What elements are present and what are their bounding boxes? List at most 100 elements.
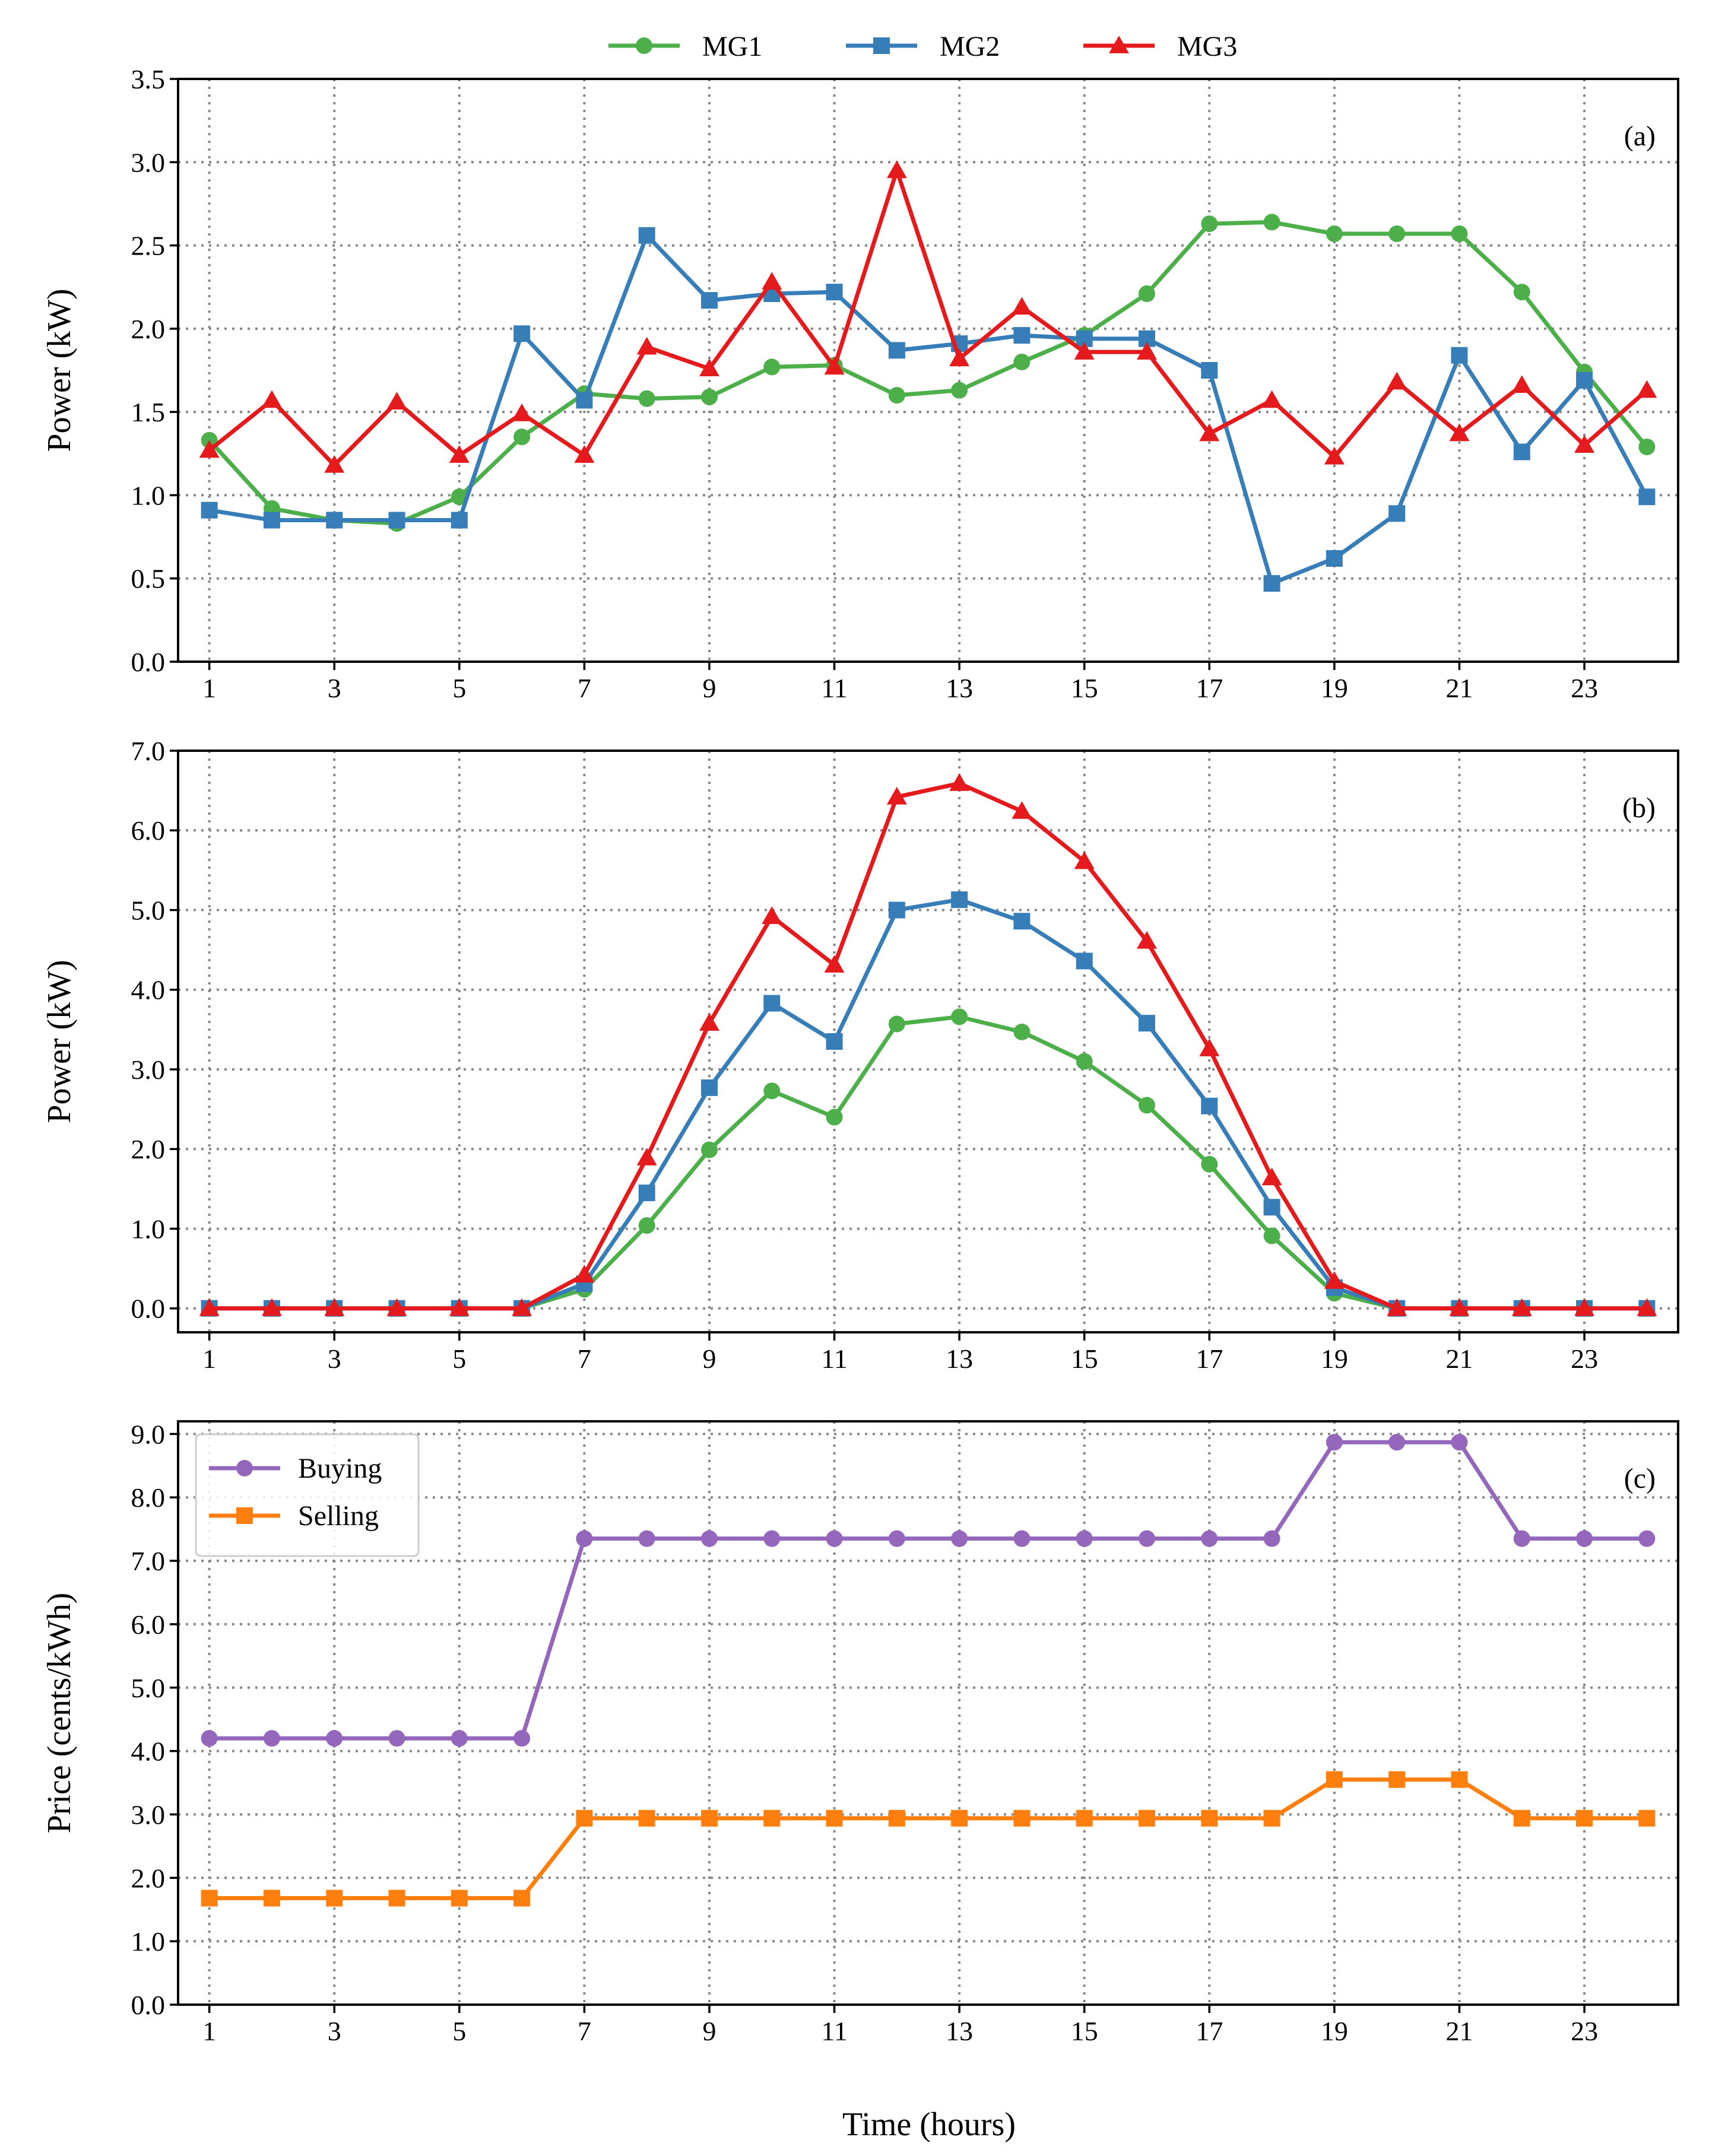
data-point-mg2: [1139, 1015, 1156, 1032]
series-line-buying: [209, 1440, 1647, 1741]
top-legend-label-mg2: MG2: [940, 31, 1000, 62]
data-point-mg1: [513, 428, 531, 446]
top-legend-label-mg1: MG1: [702, 31, 762, 62]
data-point-selling: [388, 1890, 405, 1907]
data-point-mg1: [1013, 1023, 1031, 1040]
data-point-buying: [326, 1730, 343, 1747]
data-point-mg2: [451, 512, 468, 529]
x-tick-label: 21: [1445, 2016, 1473, 2046]
legend-marker-selling: [236, 1507, 253, 1524]
y-tick-label: 7.0: [131, 736, 166, 766]
data-point-mg2: [1638, 488, 1656, 506]
series-line-mg1: [208, 220, 1649, 526]
x-tick-label: 3: [328, 673, 341, 703]
y-tick-label: 3.0: [131, 1055, 166, 1085]
data-point-mg3: [1449, 423, 1470, 442]
data-point-mg2: [638, 1185, 655, 1202]
data-point-mg3: [324, 1298, 345, 1316]
data-point-mg3: [1511, 1298, 1532, 1316]
x-tick-label: 19: [1321, 673, 1348, 703]
data-point-mg3: [386, 392, 407, 410]
data-point-mg1: [451, 488, 468, 506]
data-point-mg2: [826, 284, 843, 301]
data-point-buying: [451, 1730, 468, 1747]
data-point-mg3: [949, 348, 970, 367]
panel-b: 1 3 5 7 9 11 13 15 17 19 21 230.01.02.03.04.05.06.0…: [41, 736, 1679, 1374]
panel-tag: (a): [1624, 120, 1656, 152]
data-point-mg3: [886, 786, 907, 805]
data-point-selling: [1076, 1809, 1093, 1827]
x-tick-label: 19: [1321, 1344, 1348, 1374]
x-tick-label: 5: [452, 1344, 466, 1374]
data-point-buying: [700, 1530, 718, 1547]
data-point-mg3: [824, 955, 845, 973]
x-axis-label: Time (hours): [842, 2106, 1016, 2143]
x-tick-label: 7: [578, 1344, 591, 1374]
data-point-mg3: [636, 1148, 657, 1166]
y-tick-label: 0.5: [131, 564, 166, 594]
x-tick-label: 3: [328, 2016, 341, 2046]
data-point-buying: [1638, 1530, 1656, 1547]
data-point-mg1: [888, 1015, 905, 1033]
data-point-mg3: [1137, 931, 1158, 949]
y-tick-label: 1.0: [131, 480, 166, 510]
data-point-mg3: [1199, 1039, 1220, 1056]
data-point-selling: [576, 1809, 593, 1827]
y-tick-label: 1.5: [131, 397, 166, 427]
data-point-selling: [201, 1890, 218, 1907]
x-tick-label: 5: [452, 673, 466, 703]
y-tick-label: 1.0: [131, 1214, 166, 1244]
data-point-mg1: [638, 390, 655, 407]
data-point-mg3: [1637, 380, 1657, 398]
x-tick-label: 1: [202, 1344, 216, 1374]
data-point-mg2: [1076, 952, 1093, 970]
data-point-mg2: [888, 342, 905, 359]
top-legend-label-mg3: MG3: [1177, 31, 1237, 62]
data-point-mg3: [699, 358, 719, 376]
x-tick-label: 15: [1071, 1344, 1098, 1374]
data-point-selling: [263, 1890, 280, 1907]
x-tick-label: 19: [1321, 2016, 1348, 2046]
data-point-mg2: [638, 227, 655, 244]
data-point-mg3: [699, 1013, 719, 1031]
data-point-mg1: [951, 382, 968, 399]
data-point-mg3: [1324, 1271, 1345, 1289]
data-point-mg1: [1139, 1097, 1156, 1114]
data-point-mg2: [576, 392, 593, 409]
x-tick-label: 17: [1196, 673, 1223, 703]
data-point-mg3: [1137, 342, 1158, 360]
data-point-mg3: [949, 773, 970, 791]
data-point-mg3: [1324, 446, 1345, 465]
x-tick-label: 11: [821, 1344, 847, 1374]
data-point-mg3: [1387, 1298, 1407, 1316]
data-point-buying: [1139, 1530, 1156, 1547]
data-point-mg2: [1013, 913, 1031, 930]
top-legend-marker-mg3: [1109, 36, 1129, 53]
top-legend-marker-mg2: [873, 37, 890, 54]
data-point-buying: [1326, 1434, 1343, 1451]
data-point-mg3: [1012, 801, 1032, 819]
data-point-mg3: [386, 1298, 407, 1316]
data-point-mg3: [574, 445, 595, 463]
data-point-mg2: [1451, 347, 1468, 364]
y-tick-label: 9.0: [131, 1419, 166, 1449]
data-point-buying: [1201, 1530, 1218, 1547]
data-point-mg1: [1201, 215, 1218, 233]
y-axis-label: Price (cents/kWh): [41, 1593, 78, 1834]
data-point-mg1: [638, 1217, 655, 1234]
y-tick-label: 4.0: [131, 1736, 166, 1767]
data-point-mg3: [449, 445, 470, 463]
data-point-mg1: [763, 358, 781, 376]
data-point-selling: [1638, 1809, 1656, 1827]
data-point-selling: [326, 1890, 343, 1907]
x-tick-label: 13: [946, 1344, 973, 1374]
y-tick-label: 5.0: [131, 1673, 166, 1703]
data-point-mg2: [388, 512, 405, 529]
data-point-mg3: [512, 1298, 532, 1316]
data-point-mg3: [574, 1265, 595, 1283]
data-point-selling: [638, 1809, 655, 1827]
data-point-buying: [763, 1530, 781, 1547]
data-point-mg2: [326, 512, 343, 529]
x-tick-label: 13: [946, 673, 973, 703]
